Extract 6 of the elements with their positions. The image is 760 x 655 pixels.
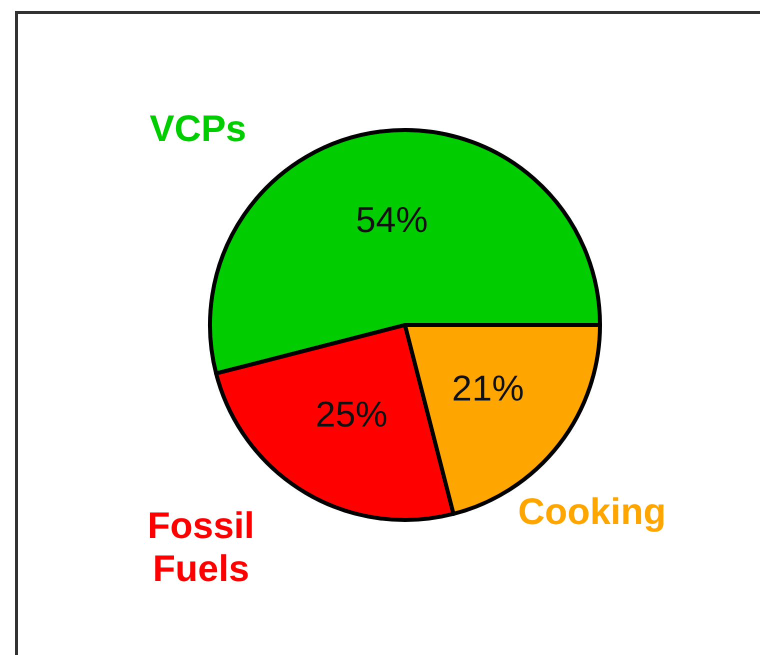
data-label: 21% [452, 367, 524, 408]
slice-label: VCPs [150, 108, 246, 149]
data-label: 54% [356, 198, 428, 240]
slice-label: Cooking [518, 491, 666, 532]
slice-label: Fossil Fuels [148, 505, 254, 589]
data-label: 25% [316, 393, 388, 434]
